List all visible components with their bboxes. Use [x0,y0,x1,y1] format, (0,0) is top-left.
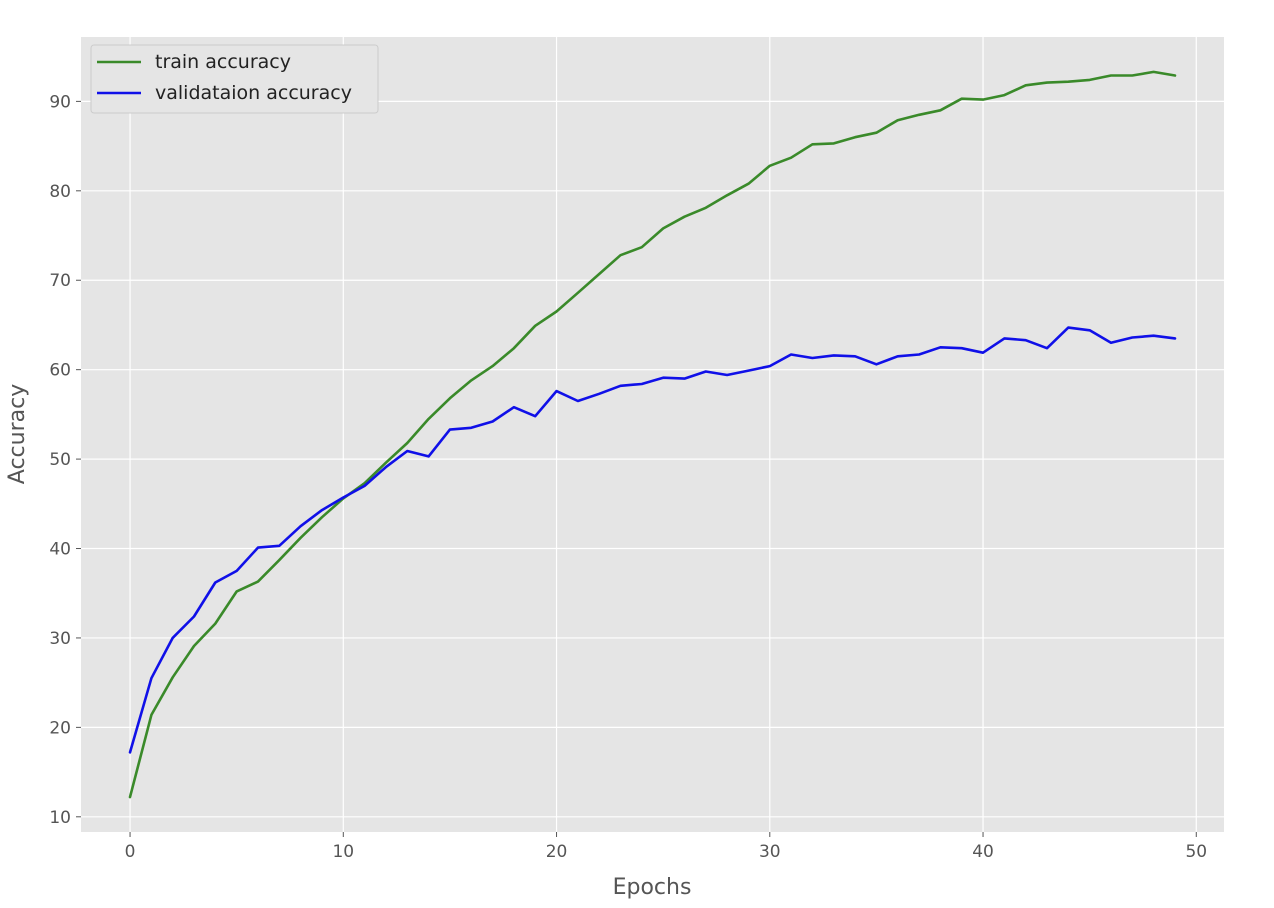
series-lines [128,70,1177,799]
train-accuracy-line [128,70,1177,799]
legend-label-train: train accuracy [155,51,291,73]
tick-labels: 0 10 20 30 40 50 10 20 30 40 50 60 70 80 90 [49,92,1207,862]
y-tick-label: 50 [49,450,71,470]
legend: train accuracy validataion accuracy [90,44,379,114]
x-tick-label: 50 [1185,842,1207,862]
x-tick-label: 20 [546,842,568,862]
x-tick-label: 30 [759,842,781,862]
y-tick-label: 90 [49,92,71,112]
y-tick-label: 30 [49,629,71,649]
plot-area [81,37,1224,832]
y-tick-label: 20 [49,718,71,738]
x-tick-label: 0 [125,842,136,862]
y-tick-label: 60 [49,361,71,381]
y-tick-label: 80 [49,182,71,202]
y-tick-label: 70 [49,271,71,291]
grid [81,37,1224,832]
y-tick-label: 10 [49,808,71,828]
legend-box [90,44,379,114]
validation-accuracy-line [128,326,1177,754]
x-axis-label: Epochs [613,875,692,900]
legend-label-validation: validataion accuracy [155,82,352,104]
y-tick-label: 40 [49,540,71,560]
x-tick-label: 10 [332,842,354,862]
y-axis-label: Accuracy [5,384,30,484]
x-tick-label: 40 [972,842,994,862]
